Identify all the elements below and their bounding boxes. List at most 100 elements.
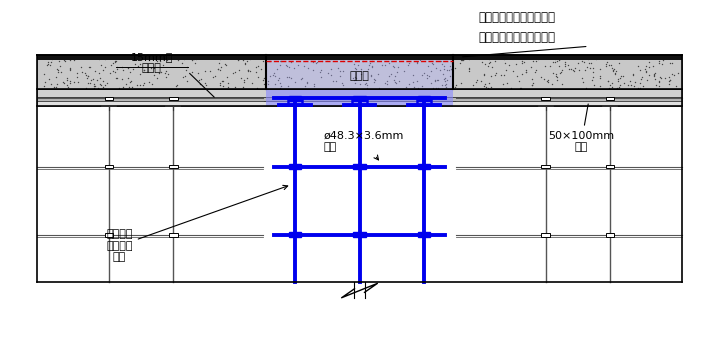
Point (40, 79, 51, 85)
Point (551, 58, 563, 63)
Point (52, 69, 63, 75)
Point (495, 72, 507, 78)
Point (485, 73, 497, 79)
Point (634, 80, 646, 86)
Point (581, 64, 592, 70)
Point (499, 60, 510, 66)
Point (490, 72, 501, 78)
Point (432, 85, 444, 91)
Point (449, 65, 461, 71)
Point (242, 67, 254, 73)
Point (124, 79, 135, 85)
Point (349, 75, 360, 80)
Point (274, 76, 285, 81)
Point (270, 73, 281, 79)
Point (367, 63, 378, 69)
Point (50, 74, 62, 80)
Point (666, 71, 677, 77)
Point (137, 82, 149, 88)
Point (138, 67, 150, 72)
Point (431, 77, 443, 83)
Point (436, 83, 447, 88)
Point (520, 70, 531, 75)
Point (95, 75, 106, 81)
Point (463, 68, 475, 73)
Point (76, 70, 88, 75)
Point (479, 72, 490, 77)
Point (605, 62, 617, 68)
Point (363, 62, 375, 68)
Point (349, 80, 360, 86)
Bar (104, 233, 113, 237)
Point (61, 75, 73, 81)
Point (595, 83, 606, 89)
Point (270, 81, 281, 87)
Point (449, 84, 461, 90)
Point (559, 63, 570, 68)
Point (527, 58, 539, 64)
Point (93, 85, 104, 90)
Point (347, 75, 359, 81)
Point (531, 58, 542, 64)
Bar (169, 233, 178, 237)
Point (188, 56, 200, 62)
Point (263, 58, 275, 63)
Point (259, 81, 270, 87)
Point (361, 85, 372, 91)
Point (402, 62, 413, 68)
Point (516, 85, 527, 91)
Point (464, 56, 475, 62)
Point (154, 58, 165, 64)
Point (648, 63, 659, 68)
Point (483, 60, 495, 66)
Point (327, 78, 339, 84)
Point (357, 58, 369, 64)
Point (425, 80, 436, 86)
Point (362, 66, 374, 72)
Point (562, 62, 573, 68)
Point (484, 59, 495, 65)
Point (209, 73, 221, 79)
Point (641, 77, 653, 83)
Point (189, 60, 201, 66)
Point (421, 75, 433, 80)
Point (88, 85, 100, 91)
Point (259, 76, 270, 81)
Point (39, 83, 50, 89)
Point (110, 75, 122, 81)
Point (608, 66, 619, 72)
Point (355, 68, 367, 74)
Point (439, 78, 450, 84)
Point (407, 79, 418, 84)
Point (180, 73, 191, 79)
Point (483, 80, 495, 86)
Point (178, 75, 189, 80)
Point (600, 61, 612, 67)
Point (251, 85, 262, 91)
Point (316, 74, 327, 80)
Point (288, 66, 299, 71)
Point (349, 62, 360, 67)
Point (334, 68, 345, 74)
Point (94, 81, 106, 87)
Point (613, 60, 624, 66)
Point (132, 63, 143, 69)
Point (273, 77, 284, 83)
Point (461, 55, 472, 60)
Point (252, 64, 264, 70)
Point (193, 77, 204, 83)
Point (559, 59, 571, 65)
Point (160, 74, 171, 80)
Point (332, 65, 344, 71)
Point (530, 67, 541, 73)
Point (479, 61, 490, 67)
Point (368, 79, 380, 85)
Point (585, 60, 597, 66)
Point (93, 70, 105, 76)
Point (152, 56, 163, 62)
Point (667, 60, 678, 66)
Point (349, 66, 360, 71)
Point (479, 83, 490, 89)
Point (204, 69, 216, 75)
Point (127, 66, 139, 72)
